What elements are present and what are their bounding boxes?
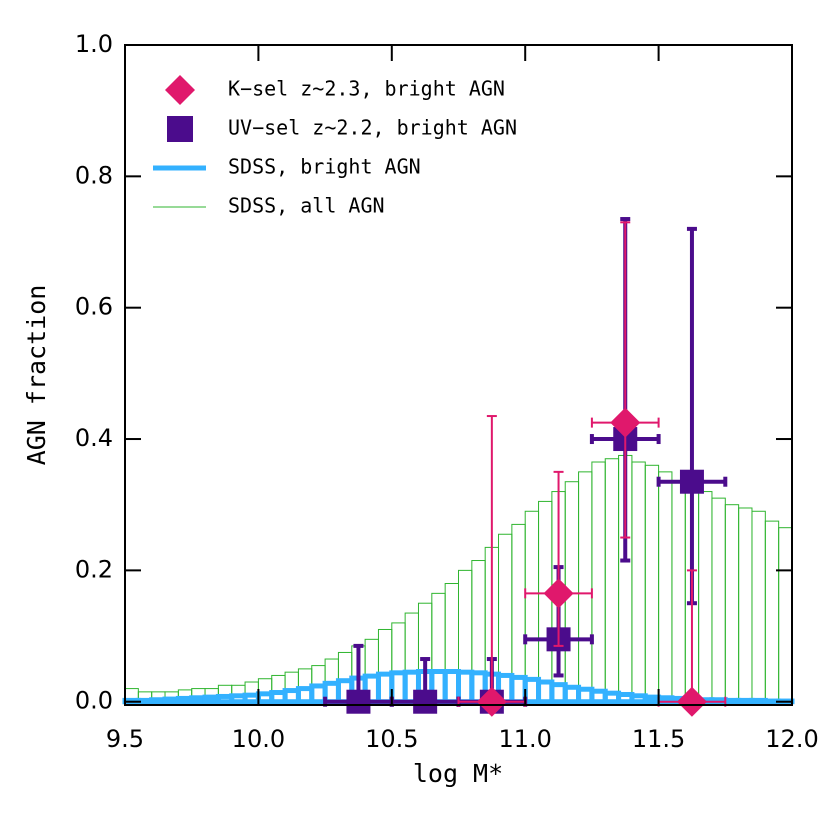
legend-label: SDSS, all AGN (228, 194, 385, 218)
histogram-bar (724, 504, 740, 703)
histogram-bar (778, 527, 793, 703)
y-tick-label: 1.0 (75, 30, 113, 58)
marker (346, 689, 371, 714)
legend-label: UV−sel z~2.2, bright AGN (228, 116, 517, 140)
x-tick-label: 10.5 (365, 725, 418, 753)
histogram-bar (524, 510, 540, 703)
legend-label: K−sel z~2.3, bright AGN (228, 77, 505, 101)
y-tick-label: 0.2 (75, 555, 113, 583)
y-tick-label: 0.0 (75, 687, 113, 715)
histogram-bar (711, 497, 726, 703)
plot-frame (124, 44, 793, 706)
marker (676, 686, 707, 717)
x-tick-label: 9.5 (106, 725, 144, 753)
y-tick-label: 0.6 (75, 293, 113, 321)
legend-marker (165, 75, 195, 105)
histogram-bar (591, 461, 606, 703)
histogram-bar (658, 471, 673, 703)
histogram-bar (604, 458, 620, 703)
x-tick-label: 10.0 (232, 725, 285, 753)
histogram-bar (631, 461, 646, 703)
histogram-bar (751, 510, 766, 703)
histogram-bar (578, 471, 593, 703)
histogram-bar (671, 481, 686, 703)
marker (413, 689, 438, 714)
marker (679, 469, 704, 494)
histogram-bar (644, 464, 660, 703)
marker (543, 578, 574, 609)
histogram-bar (698, 491, 713, 703)
histogram-bar (738, 507, 753, 703)
legend-label: SDSS, bright AGN (228, 155, 421, 179)
y-tick-label: 0.8 (75, 161, 113, 189)
x-tick-label: 11.5 (632, 725, 685, 753)
histogram-bar (538, 500, 553, 703)
x-tick-label: 11.0 (498, 725, 551, 753)
y-axis-label: AGN fraction (22, 285, 51, 466)
histogram-bar (764, 520, 780, 703)
marker (610, 407, 641, 438)
x-tick-label: 12.0 (765, 725, 818, 753)
marker (476, 686, 507, 717)
x-axis-label: log M* (413, 759, 503, 788)
legend-marker (167, 116, 193, 142)
y-tick-label: 0.4 (75, 424, 113, 452)
